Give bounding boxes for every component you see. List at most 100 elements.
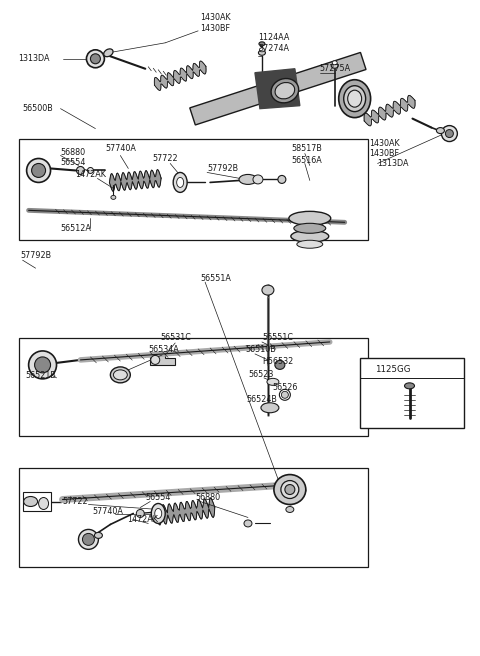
Ellipse shape [281, 392, 288, 398]
Ellipse shape [445, 130, 454, 138]
Text: 56500B: 56500B [23, 104, 53, 113]
Ellipse shape [253, 175, 263, 184]
Polygon shape [154, 61, 206, 91]
Ellipse shape [32, 163, 46, 177]
Ellipse shape [87, 167, 94, 173]
Text: 57275A: 57275A [320, 64, 351, 73]
Ellipse shape [281, 481, 299, 499]
Ellipse shape [35, 357, 50, 373]
Polygon shape [364, 95, 415, 126]
Polygon shape [156, 498, 215, 525]
Ellipse shape [83, 533, 95, 545]
Ellipse shape [344, 86, 366, 112]
Ellipse shape [151, 504, 165, 523]
Ellipse shape [405, 383, 415, 389]
Text: 1313DA: 1313DA [19, 54, 50, 63]
Text: 1430AK
1430BF: 1430AK 1430BF [200, 13, 231, 33]
Ellipse shape [90, 54, 100, 64]
Ellipse shape [332, 61, 337, 65]
Polygon shape [109, 169, 161, 192]
Polygon shape [255, 69, 300, 109]
Ellipse shape [297, 240, 323, 248]
Text: 56554: 56554 [60, 158, 86, 167]
Ellipse shape [76, 167, 84, 174]
Ellipse shape [442, 125, 457, 142]
Text: 56554: 56554 [145, 493, 171, 502]
Text: 56521B: 56521B [25, 371, 57, 380]
Ellipse shape [294, 223, 326, 234]
Ellipse shape [271, 79, 299, 103]
Polygon shape [190, 52, 366, 125]
Ellipse shape [275, 360, 285, 369]
Polygon shape [150, 352, 175, 365]
Ellipse shape [104, 49, 113, 56]
Text: 1430AK
1430BF: 1430AK 1430BF [370, 139, 400, 158]
Bar [360, 358, 464, 428]
Ellipse shape [289, 211, 331, 225]
Ellipse shape [239, 174, 257, 184]
Text: 57722: 57722 [152, 154, 178, 163]
Text: 56526: 56526 [272, 383, 297, 392]
Ellipse shape [278, 175, 286, 184]
Ellipse shape [339, 80, 371, 117]
Text: 58517B: 58517B [292, 144, 323, 153]
Text: 57792B: 57792B [207, 164, 238, 173]
Text: 56523: 56523 [248, 371, 273, 379]
Ellipse shape [348, 90, 361, 107]
Ellipse shape [262, 285, 274, 295]
Ellipse shape [279, 389, 290, 400]
Ellipse shape [291, 230, 329, 242]
Ellipse shape [331, 63, 338, 68]
Ellipse shape [173, 173, 187, 192]
Text: 56516A: 56516A [292, 156, 323, 165]
Text: 56510B: 56510B [245, 346, 276, 354]
Ellipse shape [274, 474, 306, 504]
Ellipse shape [244, 520, 252, 527]
Ellipse shape [286, 506, 294, 512]
Ellipse shape [24, 497, 37, 506]
Bar [23, 491, 50, 512]
Text: 56531C: 56531C [160, 333, 191, 342]
Text: 56534A: 56534A [148, 346, 179, 354]
Text: 1124AA
57274A: 1124AA 57274A [258, 33, 289, 52]
Text: 57740A: 57740A [93, 507, 123, 516]
Ellipse shape [86, 50, 104, 68]
Ellipse shape [436, 127, 444, 134]
Ellipse shape [113, 370, 127, 380]
Ellipse shape [78, 529, 98, 549]
Text: 1472AK: 1472AK [75, 170, 107, 179]
Text: 56551C: 56551C [262, 333, 293, 342]
Ellipse shape [267, 379, 279, 385]
Ellipse shape [258, 51, 265, 55]
Text: 56512A: 56512A [60, 224, 91, 233]
Ellipse shape [285, 485, 295, 495]
Ellipse shape [261, 403, 279, 413]
Ellipse shape [151, 356, 160, 364]
Text: 56880: 56880 [195, 493, 220, 502]
Text: 1125GG: 1125GG [374, 365, 410, 375]
Ellipse shape [95, 533, 102, 539]
Ellipse shape [275, 83, 295, 99]
Ellipse shape [259, 42, 265, 46]
Bar [19, 468, 368, 567]
Ellipse shape [110, 367, 130, 383]
Text: 57792B: 57792B [21, 251, 52, 260]
Text: 1472AK: 1472AK [127, 515, 158, 524]
Text: 56551A: 56551A [200, 274, 231, 283]
Ellipse shape [38, 497, 48, 510]
Text: 57722: 57722 [62, 497, 88, 506]
Ellipse shape [177, 177, 184, 188]
Ellipse shape [260, 48, 264, 52]
Text: 56880: 56880 [60, 148, 85, 157]
Ellipse shape [155, 508, 162, 518]
Bar [19, 338, 368, 436]
Ellipse shape [29, 351, 57, 379]
Ellipse shape [136, 510, 144, 518]
Text: 1313DA: 1313DA [378, 159, 409, 168]
Text: H56532: H56532 [262, 358, 293, 367]
Ellipse shape [26, 159, 50, 182]
Ellipse shape [111, 195, 116, 199]
Text: 57740A: 57740A [106, 144, 136, 153]
Text: 56524B: 56524B [246, 396, 277, 404]
Bar [19, 138, 368, 240]
